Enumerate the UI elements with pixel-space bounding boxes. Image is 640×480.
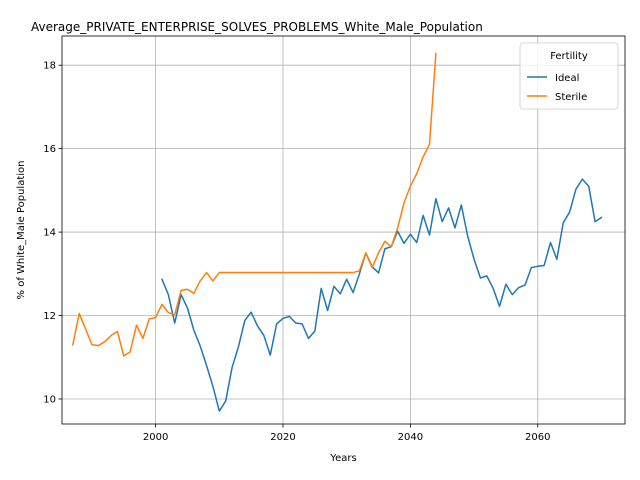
- y-axis-label: % of White_Male Population: [16, 161, 27, 300]
- y-tick-label: 18: [43, 61, 56, 72]
- y-tick-label: 10: [43, 394, 56, 405]
- axis-ticks: 2000 2020 2040 2060 10 12 14 16 18: [43, 61, 550, 443]
- chart-title: Average_PRIVATE_ENTERPRISE_SOLVES_PROBLE…: [31, 20, 483, 34]
- y-tick-label: 14: [43, 228, 56, 239]
- legend-title: Fertility: [550, 51, 588, 62]
- legend-label-sterile: Sterile: [555, 92, 587, 103]
- x-tick-label: 2000: [143, 432, 168, 443]
- x-tick-label: 2020: [270, 432, 295, 443]
- x-tick-label: 2060: [525, 432, 550, 443]
- y-tick-label: 16: [43, 144, 56, 155]
- series-line-sterile: [71, 52, 437, 357]
- plot-area-frame: [61, 35, 626, 425]
- series-lines: [71, 52, 603, 412]
- y-tick-label: 12: [43, 311, 56, 322]
- x-axis-label: Years: [329, 453, 356, 464]
- legend-label-ideal: Ideal: [555, 73, 579, 84]
- legend: Fertility Ideal Sterile: [519, 42, 619, 110]
- legend-box: [519, 42, 619, 110]
- series-line-ideal: [161, 178, 603, 412]
- x-tick-label: 2040: [398, 432, 423, 443]
